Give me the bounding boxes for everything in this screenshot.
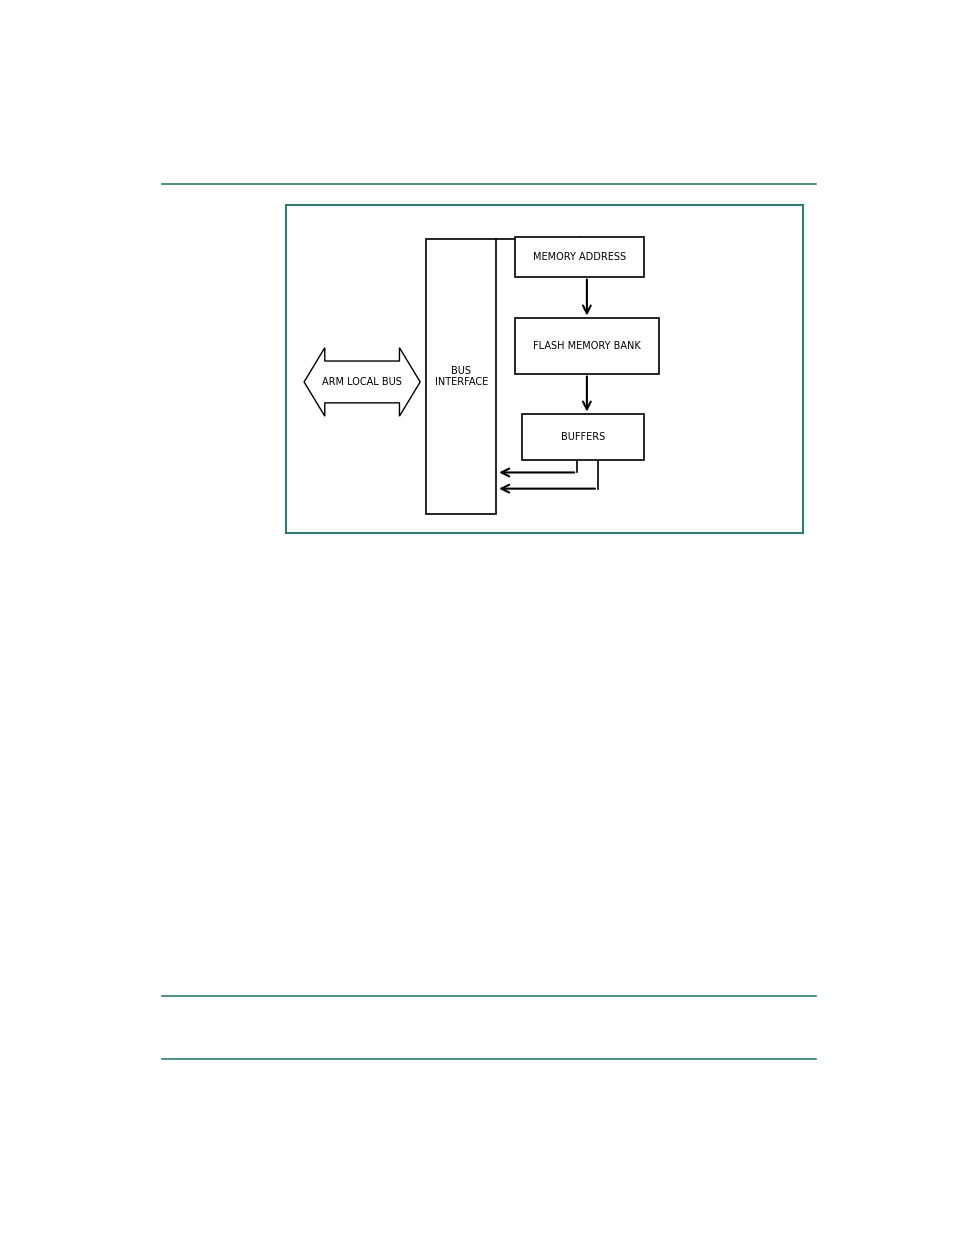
Bar: [426, 238, 496, 514]
Bar: [515, 319, 659, 373]
Text: FLASH MEMORY BANK: FLASH MEMORY BANK: [533, 341, 640, 351]
Text: ARM LOCAL BUS: ARM LOCAL BUS: [322, 377, 401, 387]
Bar: [521, 415, 643, 461]
Polygon shape: [304, 348, 419, 416]
Bar: [285, 205, 802, 534]
Bar: [515, 237, 643, 277]
Text: MEMORY ADDRESS: MEMORY ADDRESS: [533, 252, 625, 262]
Text: BUFFERS: BUFFERS: [560, 432, 605, 442]
Text: BUS
INTERFACE: BUS INTERFACE: [435, 366, 487, 388]
